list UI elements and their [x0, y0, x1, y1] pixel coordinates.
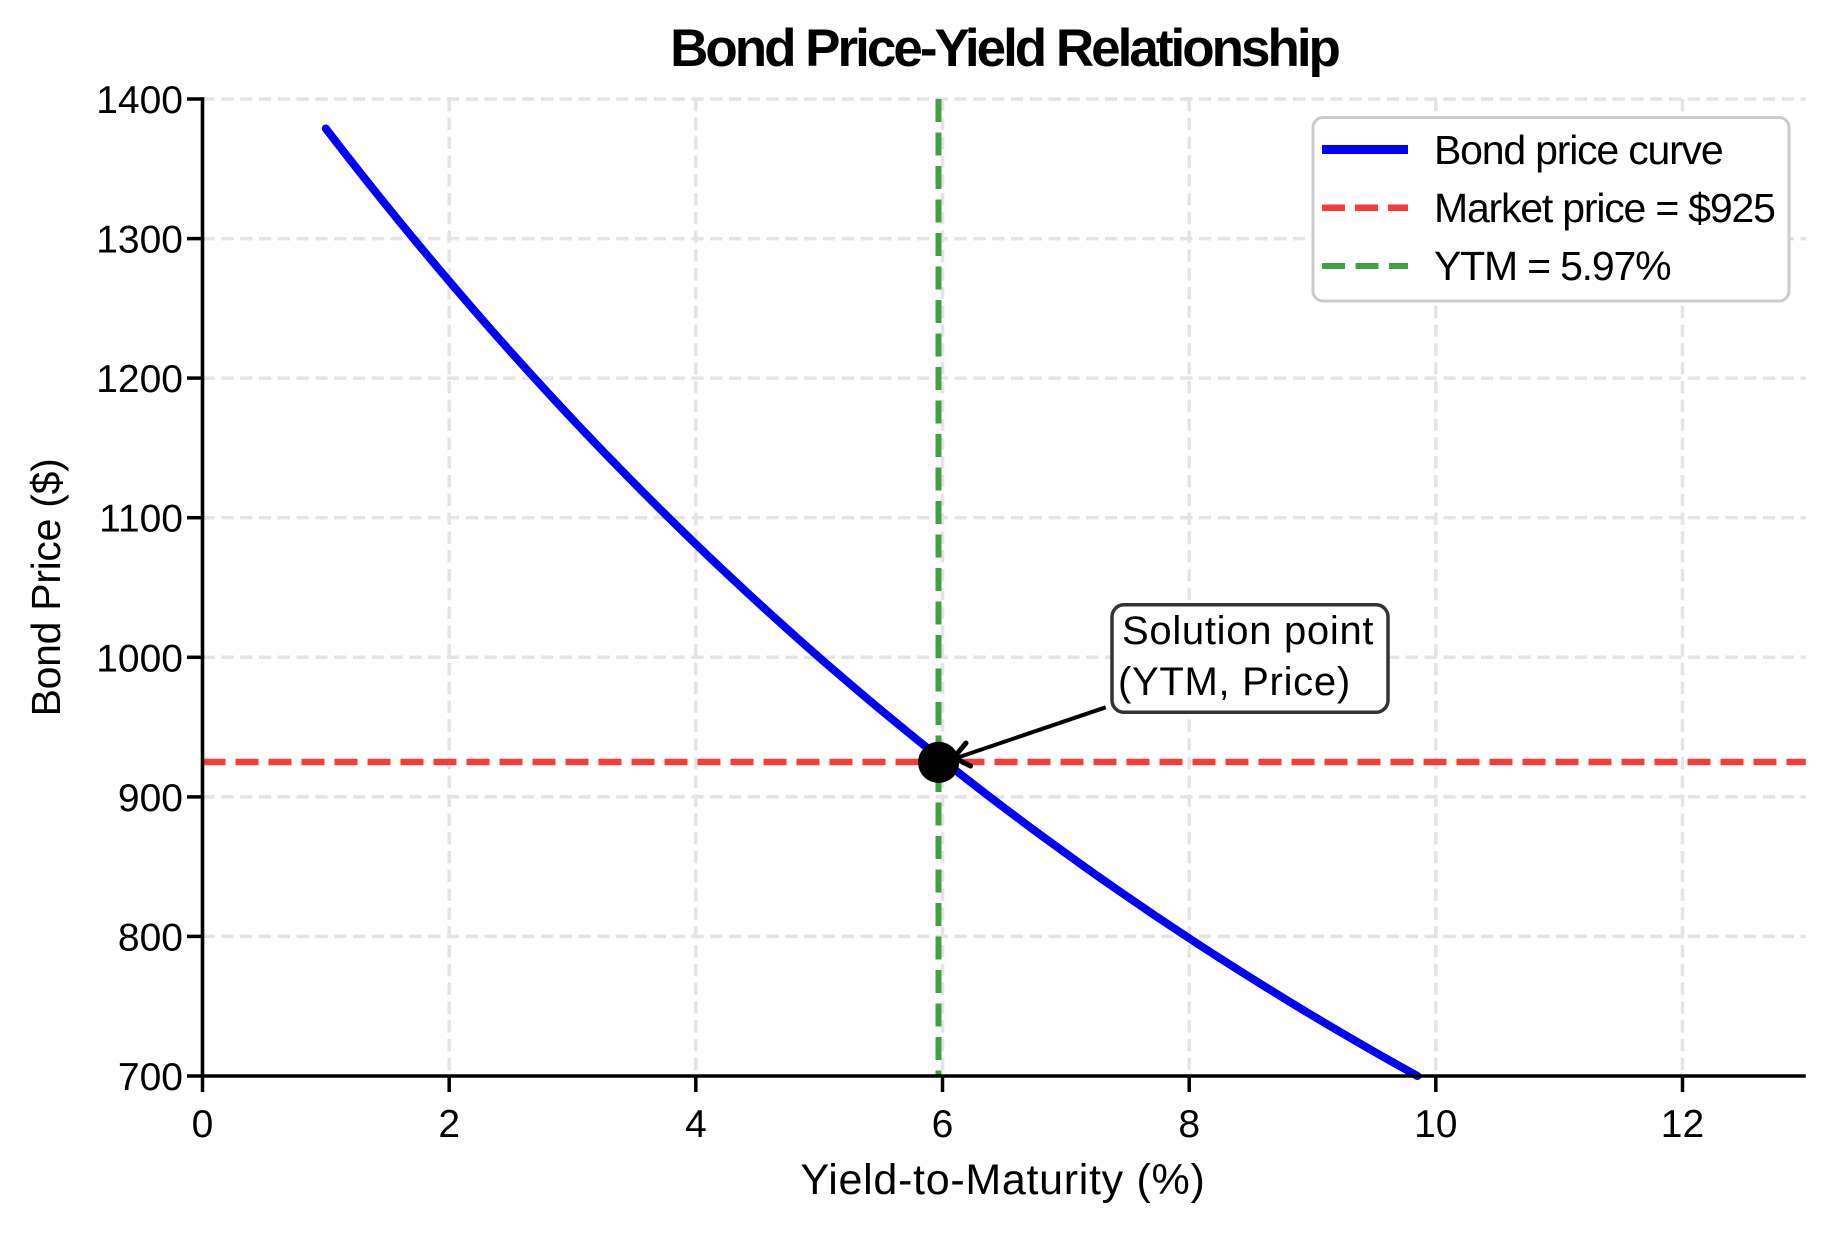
svg-text:800: 800: [118, 916, 183, 959]
svg-text:6: 6: [932, 1103, 954, 1146]
svg-text:Solution point: Solution point: [1122, 609, 1374, 653]
svg-text:(YTM, Price): (YTM, Price): [1118, 660, 1351, 704]
svg-text:1100: 1100: [99, 498, 183, 541]
svg-text:700: 700: [118, 1056, 183, 1099]
svg-text:Market price = $925: Market price = $925: [1434, 185, 1775, 231]
svg-text:Yield-to-Maturity (%): Yield-to-Maturity (%): [801, 1156, 1206, 1204]
svg-text:1400: 1400: [96, 79, 183, 122]
svg-text:1300: 1300: [96, 219, 183, 262]
svg-text:10: 10: [1414, 1103, 1457, 1146]
svg-text:4: 4: [685, 1103, 707, 1146]
svg-text:900: 900: [118, 777, 183, 820]
svg-text:1200: 1200: [96, 358, 183, 401]
svg-text:2: 2: [438, 1103, 460, 1146]
svg-text:Bond Price ($): Bond Price ($): [23, 459, 69, 717]
svg-text:YTM = 5.97%: YTM = 5.97%: [1434, 243, 1670, 289]
svg-text:1000: 1000: [96, 637, 183, 680]
svg-text:12: 12: [1661, 1103, 1704, 1146]
svg-text:Bond price curve: Bond price curve: [1434, 127, 1722, 173]
svg-text:0: 0: [192, 1103, 214, 1146]
svg-text:Bond Price-Yield Relationship: Bond Price-Yield Relationship: [670, 19, 1339, 78]
svg-text:8: 8: [1178, 1103, 1200, 1146]
